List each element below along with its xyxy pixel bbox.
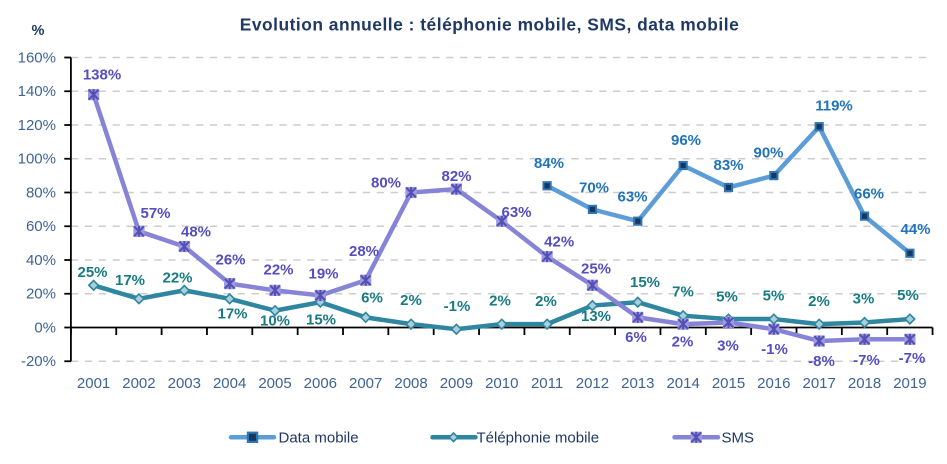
- svg-text:25%: 25%: [581, 261, 611, 278]
- svg-text:6%: 6%: [361, 290, 383, 307]
- svg-text:2016: 2016: [757, 375, 790, 392]
- svg-text:2017: 2017: [803, 375, 836, 392]
- svg-text:5%: 5%: [716, 289, 738, 306]
- svg-text:22%: 22%: [162, 270, 192, 287]
- svg-text:2015: 2015: [712, 375, 745, 392]
- svg-text:2%: 2%: [489, 293, 511, 310]
- svg-text:138%: 138%: [83, 67, 121, 84]
- svg-text:40%: 40%: [26, 252, 56, 269]
- svg-text:2013: 2013: [621, 375, 654, 392]
- svg-text:3%: 3%: [717, 338, 739, 355]
- svg-text:63%: 63%: [501, 204, 531, 221]
- svg-text:5%: 5%: [763, 287, 785, 304]
- svg-text:83%: 83%: [713, 157, 743, 174]
- svg-text:2007: 2007: [349, 375, 382, 392]
- svg-text:10%: 10%: [260, 313, 290, 330]
- svg-text:-7%: -7%: [853, 352, 880, 369]
- svg-text:42%: 42%: [544, 234, 574, 251]
- svg-text:2003: 2003: [168, 375, 201, 392]
- svg-text:80%: 80%: [26, 184, 56, 201]
- svg-text:2010: 2010: [485, 375, 518, 392]
- svg-text:140%: 140%: [18, 83, 56, 100]
- svg-text:119%: 119%: [815, 98, 853, 115]
- svg-text:2001: 2001: [77, 375, 110, 392]
- svg-text:28%: 28%: [349, 243, 379, 260]
- svg-text:2008: 2008: [394, 375, 427, 392]
- svg-text:7%: 7%: [672, 284, 694, 301]
- svg-text:2%: 2%: [400, 292, 422, 309]
- svg-text:100%: 100%: [18, 151, 56, 168]
- svg-text:-1%: -1%: [761, 341, 788, 358]
- svg-text:20%: 20%: [26, 286, 56, 303]
- svg-text:-8%: -8%: [808, 353, 835, 370]
- svg-text:5%: 5%: [897, 287, 919, 304]
- svg-text:2018: 2018: [848, 375, 881, 392]
- svg-text:2%: 2%: [535, 293, 557, 310]
- svg-text:2014: 2014: [666, 375, 699, 392]
- svg-text:%: %: [32, 23, 45, 39]
- svg-text:2012: 2012: [576, 375, 609, 392]
- svg-text:120%: 120%: [18, 117, 56, 134]
- svg-text:-20%: -20%: [21, 353, 56, 370]
- svg-text:17%: 17%: [115, 272, 145, 289]
- svg-text:2019: 2019: [893, 375, 926, 392]
- svg-text:Evolution annuelle : téléphoni: Evolution annuelle : téléphonie mobile, …: [240, 15, 740, 35]
- svg-text:Téléphonie mobile: Téléphonie mobile: [477, 430, 600, 447]
- svg-text:2009: 2009: [440, 375, 473, 392]
- svg-text:84%: 84%: [534, 155, 564, 172]
- svg-text:66%: 66%: [854, 186, 884, 203]
- svg-text:80%: 80%: [371, 174, 401, 191]
- svg-text:Data mobile: Data mobile: [279, 430, 359, 447]
- svg-text:96%: 96%: [671, 132, 701, 149]
- svg-text:SMS: SMS: [722, 430, 755, 447]
- svg-text:160%: 160%: [18, 49, 56, 66]
- svg-text:57%: 57%: [140, 205, 170, 222]
- svg-text:17%: 17%: [217, 306, 247, 323]
- svg-text:-1%: -1%: [444, 298, 471, 315]
- svg-text:15%: 15%: [306, 312, 336, 329]
- svg-text:44%: 44%: [900, 221, 930, 238]
- svg-text:22%: 22%: [263, 262, 293, 279]
- svg-text:82%: 82%: [441, 168, 471, 185]
- svg-text:26%: 26%: [215, 252, 245, 269]
- svg-text:2004: 2004: [213, 375, 246, 392]
- svg-text:48%: 48%: [181, 224, 211, 241]
- svg-text:2%: 2%: [808, 293, 830, 310]
- svg-text:2011: 2011: [531, 375, 563, 392]
- svg-text:2%: 2%: [672, 334, 694, 351]
- svg-text:2005: 2005: [258, 375, 291, 392]
- svg-text:13%: 13%: [581, 308, 611, 325]
- svg-text:63%: 63%: [617, 189, 647, 206]
- svg-text:25%: 25%: [77, 264, 107, 281]
- svg-text:6%: 6%: [625, 329, 647, 346]
- svg-text:2006: 2006: [304, 375, 337, 392]
- svg-text:2002: 2002: [122, 375, 155, 392]
- svg-text:15%: 15%: [630, 274, 660, 291]
- svg-text:19%: 19%: [308, 266, 338, 283]
- svg-text:-7%: -7%: [899, 350, 926, 367]
- svg-text:90%: 90%: [753, 145, 783, 162]
- svg-text:60%: 60%: [26, 218, 56, 235]
- svg-text:0%: 0%: [34, 319, 56, 336]
- svg-text:70%: 70%: [579, 180, 609, 197]
- svg-text:3%: 3%: [853, 291, 875, 308]
